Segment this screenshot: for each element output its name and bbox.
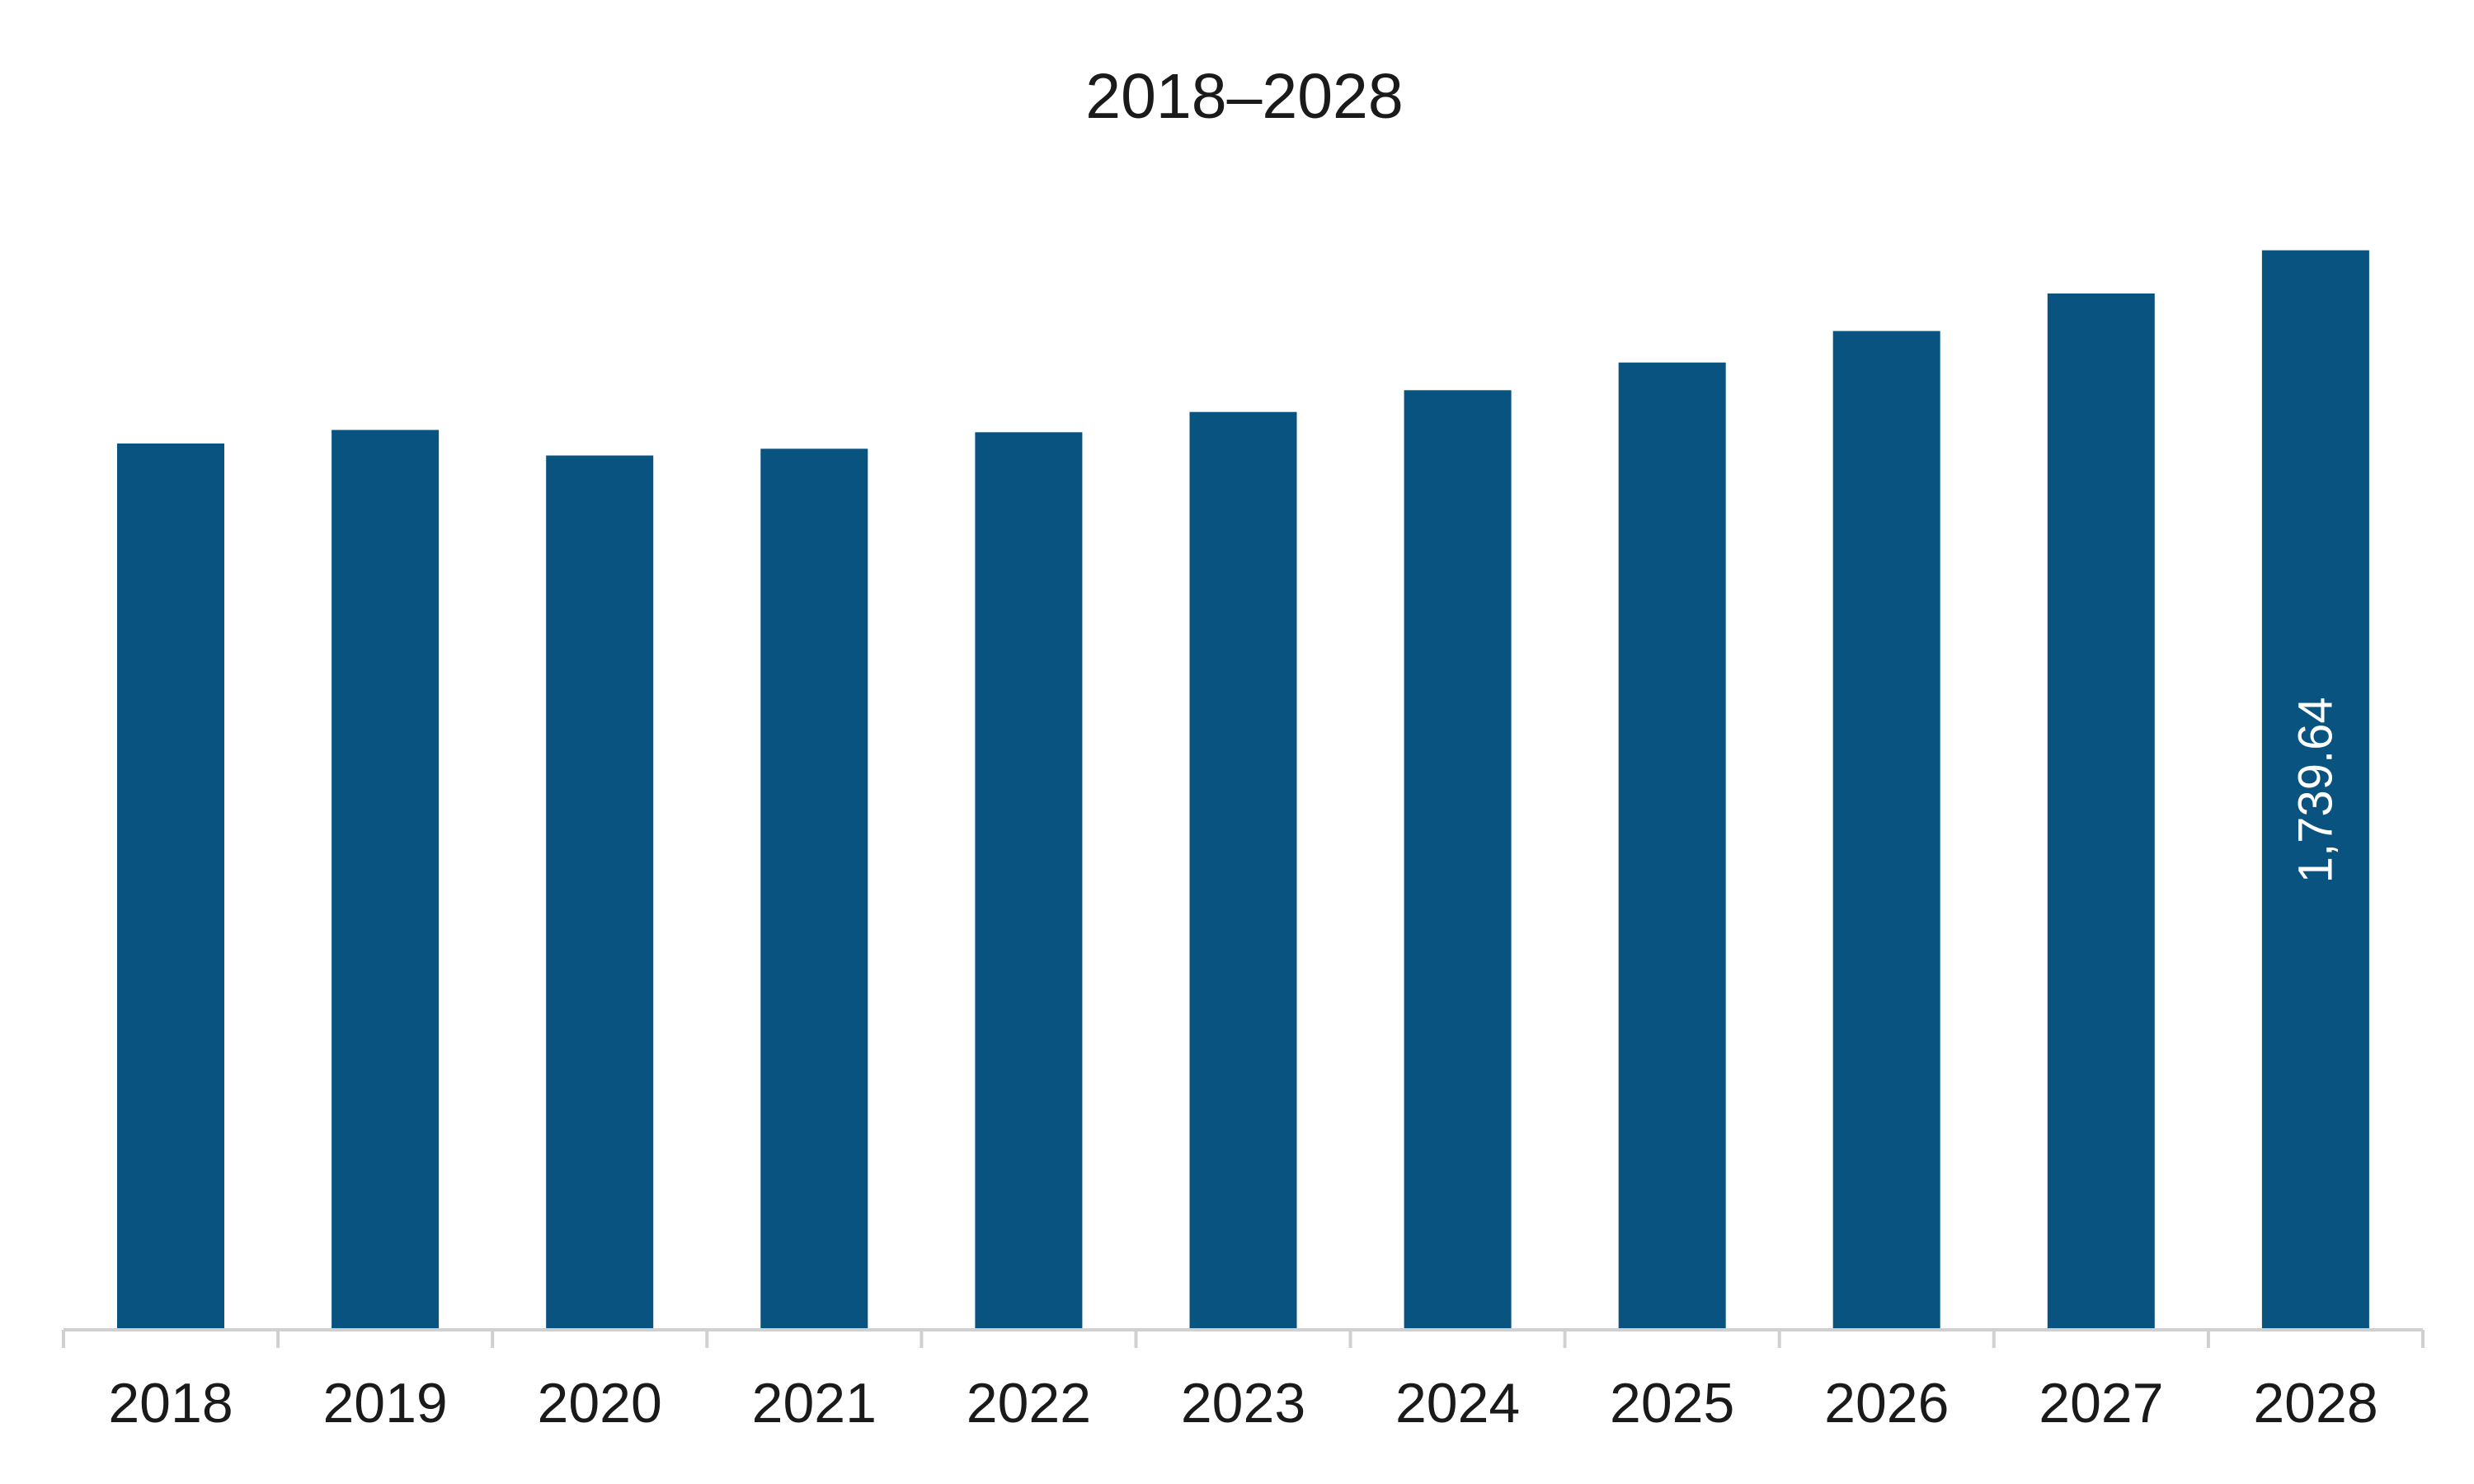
bars-layer: 1,739.64 <box>117 250 2369 1331</box>
x-tick-label: 2021 <box>752 1372 877 1435</box>
chart-title: 2018–2028 <box>1085 61 1403 132</box>
bar-2027 <box>2047 294 2155 1330</box>
x-tick-label: 2025 <box>1610 1372 1734 1435</box>
x-tick-label: 2022 <box>967 1372 1091 1435</box>
x-tick-label: 2023 <box>1181 1372 1305 1435</box>
bar-2023 <box>1189 411 1297 1331</box>
bar-2019 <box>332 430 440 1330</box>
bar-2025 <box>1618 362 1726 1331</box>
x-tick-label: 2024 <box>1395 1372 1520 1435</box>
x-axis <box>62 1328 2425 1348</box>
bar-2024 <box>1404 390 1512 1330</box>
tick-labels-layer: 2018 2019 2020 2021 2022 2023 2024 2025 2026 2027… <box>108 1372 2378 1435</box>
bar-2018 <box>117 443 224 1330</box>
x-tick-label: 2026 <box>1824 1372 1949 1435</box>
x-tick-label: 2028 <box>2253 1372 2378 1435</box>
bar-2028 <box>2261 250 2369 1331</box>
bar-2021 <box>760 448 868 1330</box>
bar-2022 <box>975 432 1083 1330</box>
data-label-2028: 1,739.64 <box>2289 697 2343 883</box>
bar-2026 <box>1832 331 1940 1330</box>
x-tick-label: 2019 <box>322 1372 447 1435</box>
x-tick-label: 2018 <box>108 1372 233 1435</box>
x-tick-label: 2020 <box>538 1372 662 1435</box>
bar-2020 <box>546 455 654 1330</box>
x-tick-label: 2027 <box>2039 1372 2163 1435</box>
